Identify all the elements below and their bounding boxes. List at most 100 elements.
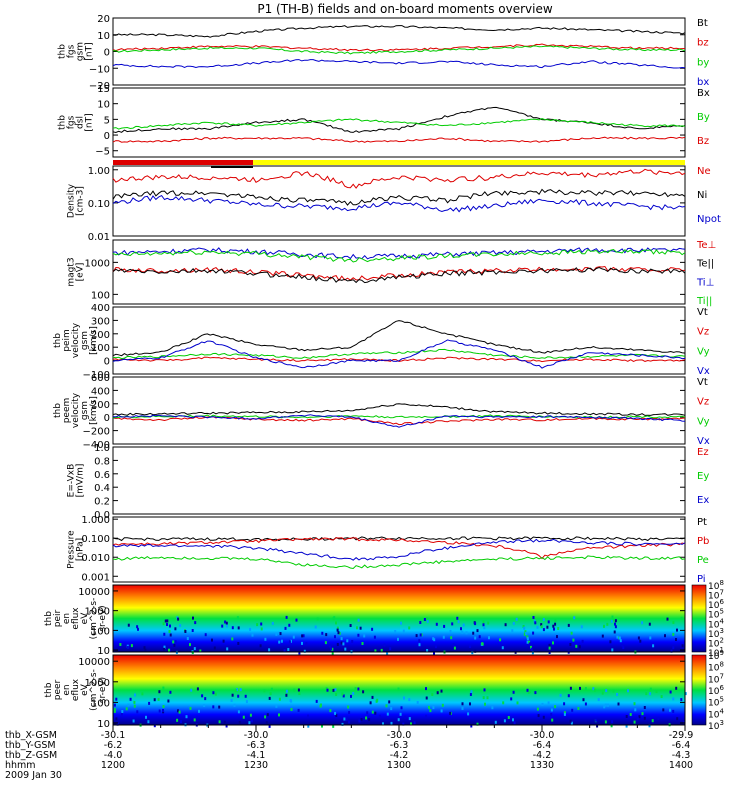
spectrogram-speckle — [596, 724, 599, 728]
colorbar-peer-eflux — [691, 654, 707, 726]
legend-temp: Te|| — [696, 259, 714, 270]
spectrogram-speckle — [425, 714, 428, 718]
spectrogram-speckle — [487, 621, 490, 625]
spectrogram-speckle — [675, 686, 678, 690]
spectrogram-speckle — [649, 636, 652, 640]
spectrogram-speckle — [554, 619, 557, 623]
spectrogram-speckle — [449, 630, 452, 633]
spectrogram-speckle — [365, 716, 368, 720]
series-pressure-Pt — [112, 536, 686, 542]
spectrogram-speckle — [382, 722, 384, 726]
spectrogram-speckle — [461, 702, 464, 706]
spectrogram-speckle — [242, 715, 245, 719]
panel-frame-fgs-dsl — [112, 87, 686, 158]
spectrogram-speckle — [331, 647, 334, 651]
spectrogram-speckle — [162, 622, 165, 626]
y-tick-label: 0.10 — [88, 199, 110, 210]
spectrogram-speckle — [348, 711, 351, 715]
spectrogram-speckle — [237, 710, 240, 714]
time-row-value: -6.4 — [672, 740, 691, 751]
spectrogram-speckle — [451, 622, 454, 626]
ylabel-line: thb — [44, 682, 54, 697]
spectrogram-speckle — [593, 688, 596, 692]
spectrogram-speckle — [145, 715, 147, 719]
spectrogram-speckle — [641, 712, 644, 716]
ylabel-line: peim — [62, 329, 72, 352]
spectrogram-speckle — [550, 708, 553, 712]
spectrogram-speckle — [670, 649, 673, 653]
spectrogram-speckle — [542, 618, 545, 622]
ylabel-line: thb — [58, 115, 68, 130]
panel-frame-peem-vel — [112, 376, 686, 445]
spectrogram-speckle — [563, 711, 566, 715]
spectrogram-speckle — [275, 704, 278, 708]
spectrogram-speckle — [442, 635, 445, 639]
spectrogram-speckle — [595, 718, 598, 722]
spectrogram-speckle — [144, 648, 147, 652]
spectrogram-speckle — [526, 635, 529, 639]
ylabel-line: thb — [53, 333, 63, 348]
panel-frame-peir-eflux — [112, 584, 686, 653]
spectrogram-speckle — [577, 707, 580, 710]
spectrogram-speckle — [546, 625, 549, 629]
spectrogram-speckle — [611, 720, 614, 724]
legend-fgs-dsl: Bx — [697, 88, 710, 99]
spectrogram-speckle — [469, 693, 472, 696]
series-temp-Te⊥ — [112, 265, 686, 282]
legend-peem-vel: Vt — [697, 377, 708, 388]
spectrogram-speckle — [522, 625, 525, 628]
spectrogram-speckle — [540, 623, 543, 627]
spectrogram-speckle — [476, 629, 479, 633]
spectrogram-speckle — [502, 701, 505, 705]
time-row-value: 1330 — [530, 760, 554, 771]
spectrogram-speckle — [127, 703, 130, 707]
spectrogram-speckle — [307, 714, 309, 718]
ylabel-line: thb — [58, 44, 68, 59]
spectrogram-speckle — [194, 621, 197, 625]
legend-peem-vel: Vy — [697, 416, 710, 427]
spectrogram-speckle — [340, 637, 343, 641]
figure-title: P1 (TH-B) fields and on-board moments ov… — [257, 2, 553, 16]
legend-temp: Te⊥ — [696, 240, 716, 251]
spectrogram-speckle — [425, 696, 428, 700]
spectrogram-speckle — [604, 703, 607, 707]
spectrogram-speckle — [307, 724, 310, 728]
y-tick-label: 600 — [91, 373, 110, 384]
spectrogram-speckle — [369, 701, 372, 705]
spectrogram-speckle — [290, 708, 293, 711]
legend-fgs: bx — [697, 77, 709, 88]
series-fgs-dsl-By — [112, 117, 686, 130]
spectrogram-speckle — [180, 720, 182, 724]
spectrogram-speckle — [176, 718, 179, 722]
spectrogram-speckle — [675, 638, 677, 641]
spectrogram-speckle — [478, 635, 481, 639]
spectrogram-speckle — [115, 717, 118, 721]
spectrogram-speckle — [179, 624, 182, 627]
spectrogram-speckle — [234, 689, 237, 692]
ylabel-line: velocity — [71, 392, 81, 428]
spectrogram-speckle — [374, 649, 377, 653]
y-tick-label: 10000 — [78, 587, 110, 598]
ylabel-line: peir — [53, 609, 63, 627]
spectrogram-speckle — [371, 710, 374, 714]
colorbar-label: 108 — [708, 579, 724, 592]
legend-peem-vel: Vz — [697, 397, 709, 408]
spectrogram-speckle — [433, 651, 435, 655]
ylabel-line: (cm^2-s- — [89, 598, 99, 640]
spectrogram-speckle — [120, 712, 123, 716]
spectrogram-speckle — [290, 639, 292, 643]
spectrogram-speckle — [634, 708, 637, 712]
spectrogram-speckle — [467, 712, 470, 716]
spectrogram-speckle — [672, 632, 675, 636]
spectrogram-speckle — [260, 622, 263, 626]
series-temp-Ti|| — [112, 248, 686, 263]
spectrogram-speckle — [507, 716, 510, 719]
spectrogram-speckle — [548, 646, 551, 650]
spectrogram-speckle — [237, 626, 240, 630]
spectrogram-speckle — [402, 722, 405, 726]
spectrogram-speckle — [680, 698, 683, 702]
spectrogram-speckle — [512, 690, 515, 694]
spectrogram-speckle — [614, 622, 616, 626]
series-fgs-bz — [112, 43, 686, 52]
spectrogram-speckle — [530, 645, 532, 649]
